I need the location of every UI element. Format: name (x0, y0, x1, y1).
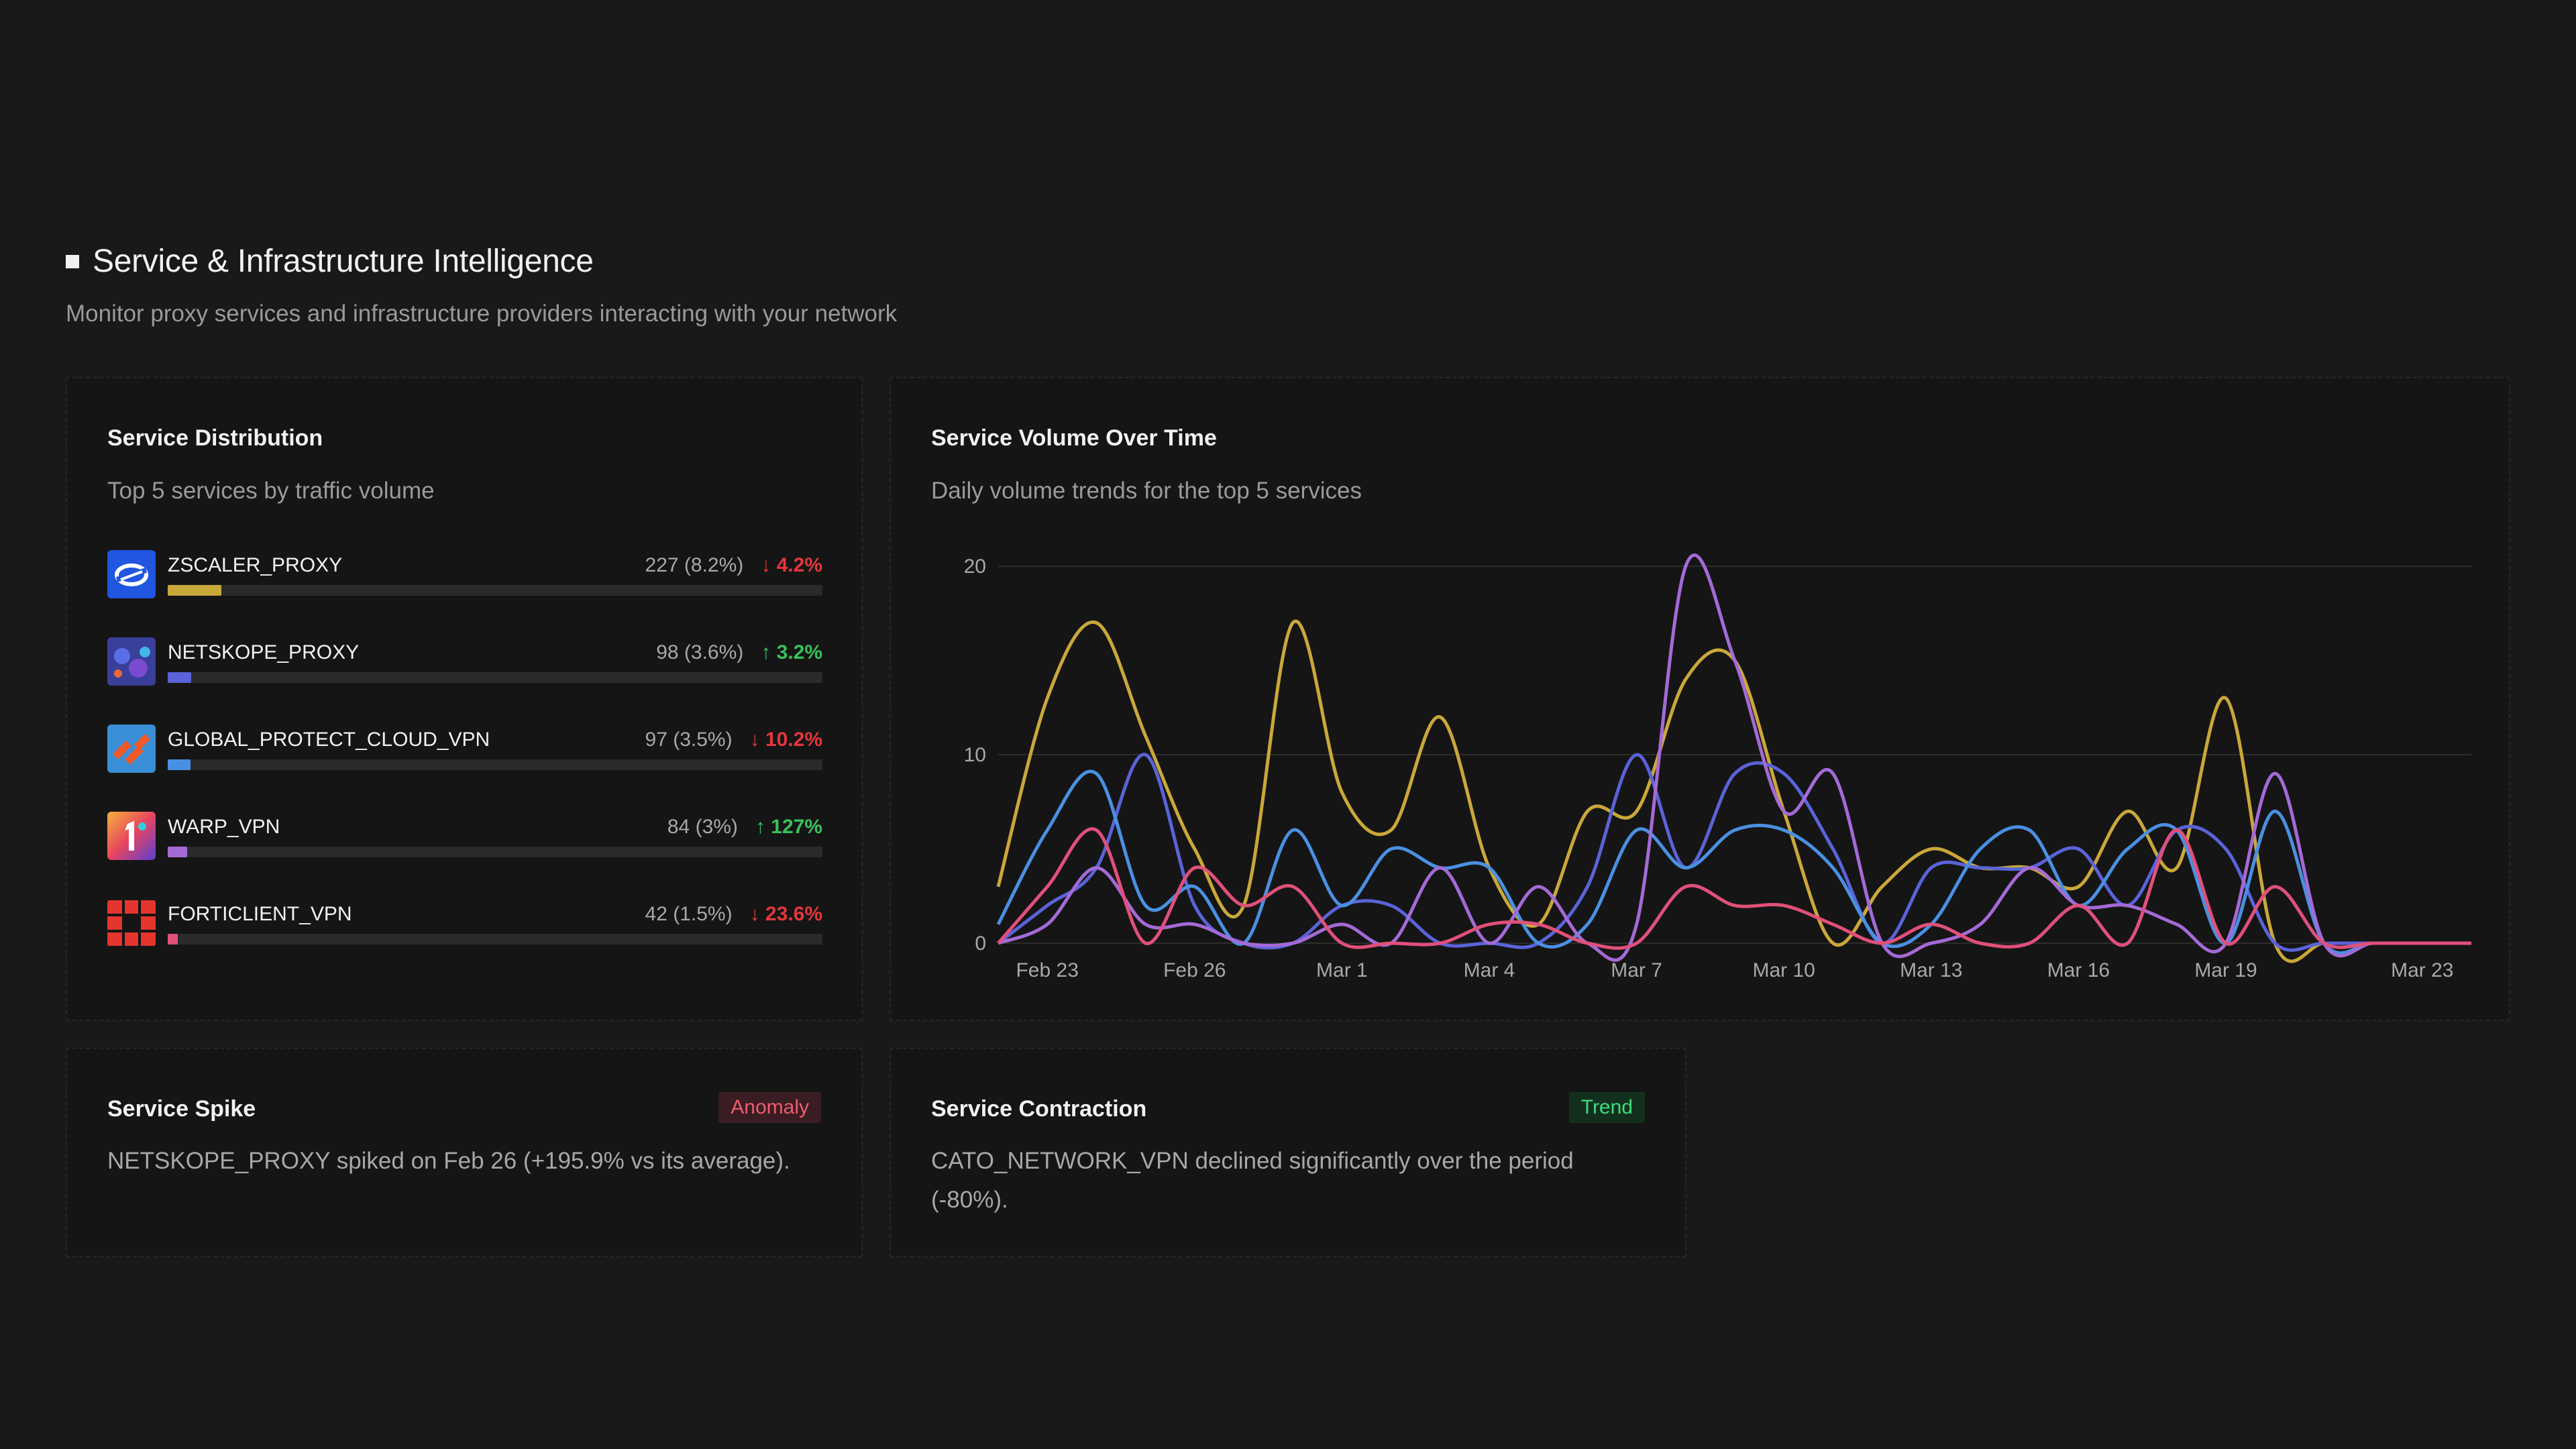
service-share-bar (168, 585, 822, 596)
cloudflare-warp-logo-icon (107, 812, 156, 860)
service-row-global-protect[interactable]: GLOBAL_PROTECT_CLOUD_VPN 97 (3.5%) ↓ 10.… (107, 724, 822, 778)
card-title: Service Volume Over Time (931, 425, 1217, 451)
service-stats: 84 (3%) ↑ 127% (667, 816, 822, 839)
service-share-bar (168, 934, 822, 945)
section-title: Service & Infrastructure Intelligence (66, 243, 594, 280)
service-share-fill (168, 934, 178, 945)
y-tick-label: 10 (964, 744, 986, 766)
service-share-bar (168, 847, 822, 857)
service-stats: 227 (8.2%) ↓ 4.2% (645, 554, 822, 577)
section-title-text: Service & Infrastructure Intelligence (93, 244, 594, 279)
service-row-warp[interactable]: WARP_VPN 84 (3%) ↑ 127% (107, 812, 822, 865)
service-share-fill (168, 585, 222, 596)
x-tick-label: Mar 19 (2194, 959, 2257, 981)
service-row-zscaler[interactable]: ZSCALER_PROXY 227 (8.2%) ↓ 4.2% (107, 550, 822, 604)
x-tick-label: Mar 1 (1316, 959, 1368, 981)
service-count: 98 (3.6%) (656, 641, 744, 663)
y-tick-label: 0 (975, 932, 986, 955)
x-tick-label: Mar 16 (2047, 959, 2110, 981)
netskope-logo-icon (107, 637, 156, 686)
service-row-forticlient[interactable]: FORTICLIENT_VPN 42 (1.5%) ↓ 23.6% (107, 899, 822, 953)
series-line-4 (997, 827, 2471, 950)
y-tick-label: 20 (964, 555, 986, 578)
service-count: 84 (3%) (667, 816, 738, 838)
service-stats: 97 (3.5%) ↓ 10.2% (645, 729, 822, 751)
service-delta: ↓ 10.2% (749, 729, 822, 751)
service-count: 42 (1.5%) (645, 903, 733, 925)
x-tick-label: Mar 7 (1611, 959, 1662, 981)
insight-text: CATO_NETWORK_VPN declined significantly … (931, 1148, 1574, 1213)
card-subtitle: Daily volume trends for the top 5 servic… (931, 478, 1362, 504)
service-name: WARP_VPN (168, 816, 280, 838)
insight-card-contraction: Service Contraction Trend CATO_NETWORK_V… (890, 1048, 1686, 1257)
service-count: 227 (8.2%) (645, 554, 744, 576)
service-name: FORTICLIENT_VPN (168, 903, 352, 925)
service-delta: ↑ 127% (755, 816, 822, 838)
service-stats: 98 (3.6%) ↑ 3.2% (656, 641, 822, 664)
x-tick-label: Feb 23 (1016, 959, 1078, 981)
service-delta: ↓ 23.6% (749, 903, 822, 925)
service-count: 97 (3.5%) (645, 729, 733, 751)
service-delta: ↓ 4.2% (761, 554, 822, 576)
x-tick-label: Feb 26 (1163, 959, 1226, 981)
service-volume-card: Service Volume Over Time Daily volume tr… (890, 377, 2510, 1021)
square-bullet-icon (66, 254, 79, 268)
trend-badge: Trend (1568, 1092, 1645, 1123)
service-name: ZSCALER_PROXY (168, 554, 343, 576)
x-tick-label: Mar 13 (1900, 959, 1962, 981)
service-share-fill (168, 847, 188, 857)
section-subtitle: Monitor proxy services and infrastructur… (66, 301, 898, 327)
service-stats: 42 (1.5%) ↓ 23.6% (645, 903, 822, 926)
service-share-bar (168, 672, 822, 683)
fortinet-logo-icon (107, 899, 156, 947)
service-delta: ↑ 3.2% (761, 641, 822, 663)
series-line-2 (996, 769, 2471, 955)
service-name: NETSKOPE_PROXY (168, 641, 360, 663)
service-name: GLOBAL_PROTECT_CLOUD_VPN (168, 729, 490, 751)
card-title: Service Distribution (107, 425, 323, 451)
service-row-netskope[interactable]: NETSKOPE_PROXY 98 (3.6%) ↑ 3.2% (107, 637, 822, 691)
series-line-0 (996, 619, 2471, 963)
x-tick-label: Mar 10 (1753, 959, 1815, 981)
service-distribution-card: Service Distribution Top 5 services by t… (66, 377, 863, 1021)
service-share-fill (168, 672, 192, 683)
insight-text: NETSKOPE_PROXY spiked on Feb 26 (+195.9%… (107, 1148, 790, 1174)
zscaler-logo-icon (107, 550, 156, 598)
section-header: Service & Infrastructure Intelligence (66, 243, 594, 280)
series-line-3 (998, 553, 2471, 962)
anomaly-badge: Anomaly (718, 1092, 821, 1123)
card-subtitle: Top 5 services by traffic volume (107, 478, 435, 504)
x-tick-label: Mar 4 (1464, 959, 1515, 981)
service-share-fill (168, 759, 191, 770)
insight-card-spike: Service Spike Anomaly NETSKOPE_PROXY spi… (66, 1048, 863, 1257)
insight-title: Service Contraction (931, 1096, 1147, 1122)
x-tick-label: Mar 23 (2391, 959, 2453, 981)
insight-title: Service Spike (107, 1096, 256, 1122)
service-volume-chart[interactable]: 0 10 20 Feb 23 Feb 26 Mar 1 Mar 4 Mar 7 Mar 10 Ma… (891, 378, 2512, 1022)
service-share-bar (168, 759, 822, 770)
paloalto-logo-icon (107, 724, 156, 773)
